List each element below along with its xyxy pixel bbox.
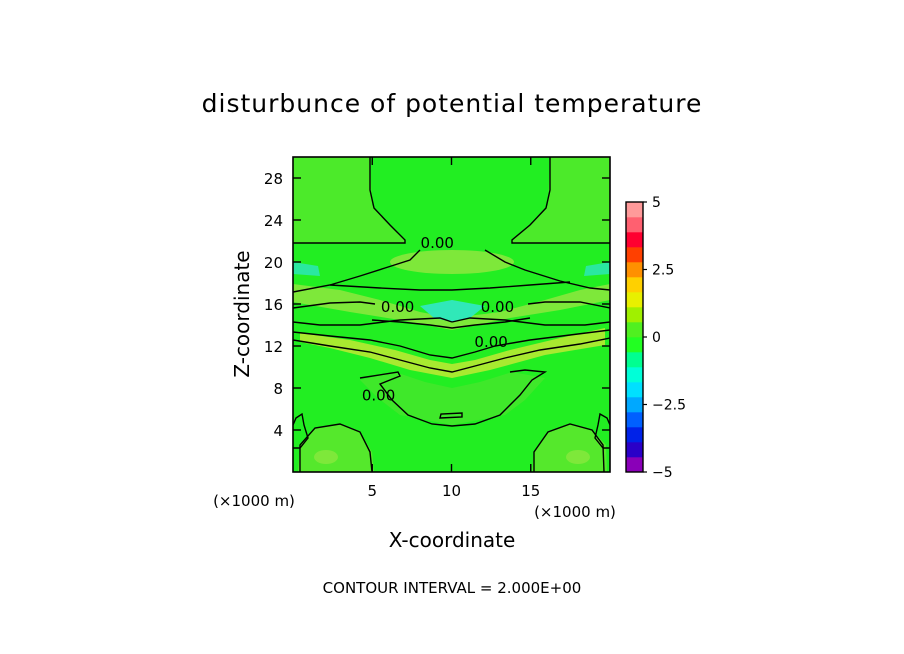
contour-label: 0.00	[474, 333, 507, 351]
contour-interval-note: CONTOUR INTERVAL = 2.000E+00	[323, 579, 582, 597]
contour-label: 0.00	[362, 386, 395, 404]
colorbar-swatch	[626, 277, 643, 293]
shade-cool-left	[293, 262, 320, 276]
colorbar-swatch	[626, 427, 643, 443]
contour-label: 0.00	[481, 298, 514, 316]
y-tick-label: 20	[264, 254, 283, 272]
x-axis-label: X-coordinate	[389, 528, 516, 552]
shade-hot-left	[314, 450, 338, 464]
y-axis-unit: (×1000 m)	[213, 492, 295, 510]
colorbar-swatch	[626, 337, 643, 353]
x-tick-label: 5	[367, 482, 377, 500]
y-tick-label: 24	[264, 212, 283, 230]
shade-top-right	[512, 157, 610, 243]
contour-mid-right	[527, 301, 610, 309]
colorbar-tick-label: 2.5	[652, 263, 674, 279]
colorbar-swatch	[626, 397, 643, 413]
y-tick-label: 12	[264, 338, 283, 356]
colorbar-tick-label: −2.5	[652, 398, 686, 414]
contour-lower-band-2	[293, 337, 610, 373]
colorbar-swatch	[626, 412, 643, 428]
contour-mid-center	[371, 317, 531, 329]
x-axis: 5 10 15	[367, 157, 540, 500]
contour-low-left	[293, 317, 453, 326]
plot-area: 0.00 0.00 0.00 0.00 0.00	[292, 156, 611, 473]
shaded-field: 0.00 0.00 0.00 0.00 0.00	[293, 157, 610, 472]
y-axis-label: Z-coordinate	[230, 250, 254, 377]
colorbar-swatch	[626, 442, 643, 458]
shade-top-left	[293, 157, 405, 243]
y-tick-label: 28	[264, 170, 283, 188]
contour-upper-lobe	[293, 249, 610, 293]
shade-cool-right	[584, 262, 610, 276]
colorbar-swatch	[626, 292, 643, 308]
shade-lower-lobe	[360, 372, 545, 425]
x-tick-label: 15	[521, 482, 540, 500]
contour-labels: 0.00 0.00 0.00 0.00 0.00	[362, 234, 514, 404]
colorbar-swatch	[626, 232, 643, 248]
colorbar-tick-label: −5	[652, 465, 673, 481]
contour-mid-left	[293, 301, 376, 309]
colorbar-swatch	[626, 262, 643, 278]
y-axis: 4 8 12 16 20 24 28	[264, 170, 610, 440]
shade-hot-right	[566, 450, 590, 464]
contour-lines	[293, 157, 610, 472]
shade-upper-lobe	[390, 250, 514, 274]
x-tick-label: 10	[442, 482, 461, 500]
colorbar-swatch	[626, 307, 643, 323]
x-axis-unit: (×1000 m)	[534, 503, 616, 521]
shade-low-band	[300, 328, 605, 378]
contour-upper-cross	[329, 281, 571, 291]
contour-top-right	[511, 157, 610, 244]
contour-lower-band	[293, 329, 610, 359]
contour-bottom-left-lobe	[299, 423, 373, 472]
y-tick-label: 8	[273, 380, 283, 398]
colorbar-swatch	[626, 367, 643, 383]
colorbar-swatch	[626, 352, 643, 368]
shade-cool-center	[420, 300, 485, 322]
colorbar-swatch	[626, 217, 643, 233]
colorbar-tick-label: 0	[652, 330, 661, 346]
colorbar-swatch	[626, 382, 643, 398]
chart-title: disturbunce of potential temperature	[202, 89, 703, 118]
contour-label: 0.00	[421, 234, 454, 252]
contour-small-ring	[439, 412, 463, 419]
colorbar-tick-label: 5	[652, 195, 661, 211]
contour-label: 0.00	[381, 298, 414, 316]
colorbar-swatch	[626, 247, 643, 263]
colorbar: 5 2.5 0 −2.5 −5	[625, 195, 686, 481]
colorbar-swatch	[626, 322, 643, 338]
contour-bottom-right-lobe	[533, 423, 605, 472]
contour-top-left	[293, 157, 406, 244]
y-tick-label: 16	[264, 296, 283, 314]
colorbar-swatch	[626, 202, 643, 218]
colorbar-swatch	[626, 457, 643, 473]
y-tick-label: 4	[273, 422, 283, 440]
contour-lower-lobe	[359, 369, 548, 427]
contour-low-right	[451, 317, 610, 326]
